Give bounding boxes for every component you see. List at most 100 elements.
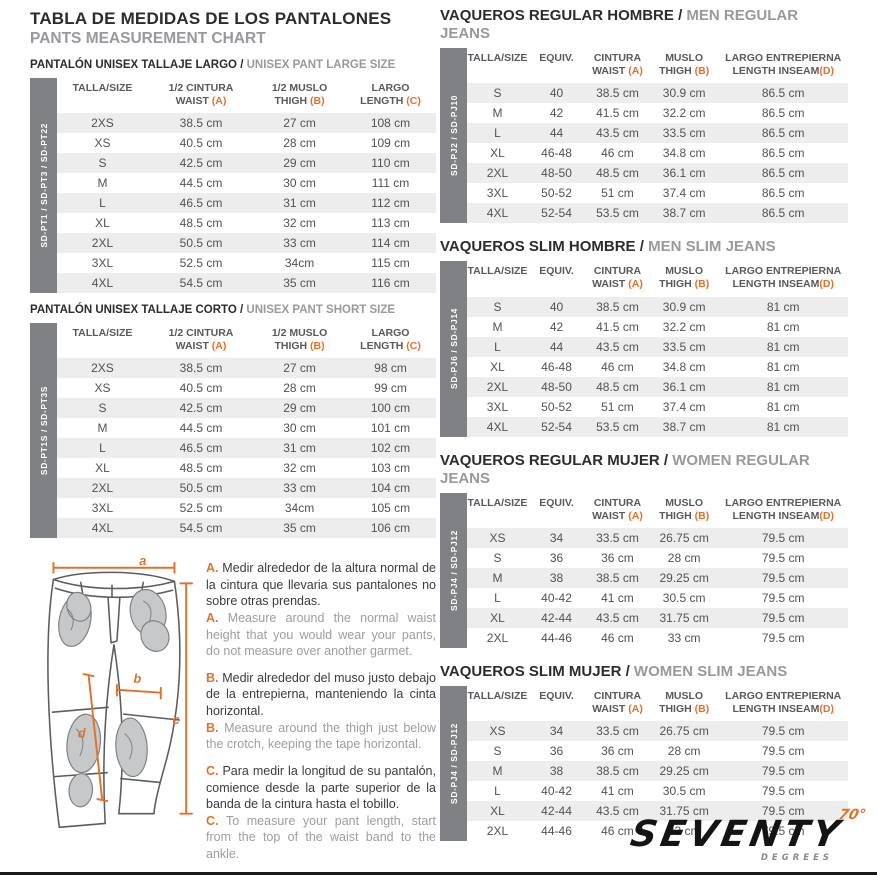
table-cell: 116 cm [371,276,410,291]
table-cell: 2XL [486,824,509,838]
table-cell: XS [489,530,506,545]
column-measure-letter: (C) [406,339,421,352]
column-measure-letter: (A) [628,509,643,522]
table-cell: 48-50 [541,166,572,181]
table-cell: 38.5 cm [596,570,639,585]
column-header: MUSLO THIGH (B) [650,265,719,291]
table-cell: 81 cm [766,379,800,394]
table-row: XL 48.5 cm 32 cm 113 cm [57,213,436,233]
table-cell: 2XL [91,236,114,251]
table-cell: 102 cm [370,441,411,456]
table-heading-primary: VAQUEROS REGULAR HOMBRE / [440,7,687,24]
table-cell: 86.5 cm [761,86,805,101]
jeans-column: VAQUEROS REGULAR HOMBRE / MEN REGULAR JE… [440,7,848,841]
table-row: XL 42-44 43.5 cm 31.75 cm 79.5 cm [467,801,848,821]
table-cell: 33 cm [283,481,316,496]
table-cell: 36 [549,550,564,565]
table-heading-primary: PANTALÓN UNISEX TALLAJE CORTO / [30,304,247,317]
table-row: 2XL 50.5 cm 33 cm 104 cm [57,478,436,499]
table-row: 2XL 50.5 cm 33 cm 114 cm [57,233,436,254]
table-cell: 51 cm [601,399,634,414]
unisex-size-tables: PANTALÓN UNISEX TALLAJE LARGO / UNISEX P… [30,59,436,539]
table-row: S 36 36 cm 28 cm 79.5 cm [467,741,848,761]
table-heading: VAQUEROS REGULAR MUJER / WOMEN REGULAR J… [440,452,848,488]
table-cell: L [494,126,501,141]
column-header-line2: LENGTH INSEAM(D) [732,509,834,522]
column-measure-letter: (B) [694,278,710,291]
table-row: 3XL 52.5 cm 34cm 115 cm [57,253,436,273]
column-header: TALLA/SIZE [57,82,148,95]
column-header-line2: LENGTH (C) [360,94,421,107]
table-cell: 46-48 [541,146,572,161]
measure-lines [52,561,193,815]
size-table: SD-PJ4 / SD-PJ12 TALLA/SIZE EQUIV. CINTURA W… [440,492,848,648]
table-cell: 43.5 cm [596,126,639,141]
column-header-line1: CINTURA [593,265,642,278]
table-body: TALLA/SIZE 1/2 CINTURA WAIST (A) 1/2 MUSLO T… [57,323,436,539]
size-table: SD-PT1 / SD-PT3 / SD-PT22 TALLA/SIZE 1/2 C… [30,77,436,294]
table-cell: 44 [549,339,564,354]
side-label-text: SD-PT1S / SD-PT3S [38,385,49,475]
table-cell: 41 cm [601,784,634,798]
table-cell: 27 cm [283,116,316,131]
table-cell: 29.25 cm [659,764,709,778]
table-cell: 28 cm [283,136,316,151]
column-header: TALLA/SIZE [467,52,528,65]
table-cell: 79.5 cm [761,804,805,818]
column-header: LARGO ENTREPIERNA LENGTH INSEAM(D) [718,265,848,291]
table-heading: PANTALÓN UNISEX TALLAJE CORTO / UNISEX P… [30,304,436,318]
column-measure-letter: (A) [628,278,643,291]
table-cell: 79.5 cm [761,630,805,645]
measurement-note-es: C. Para medir la longitud de su pantalón… [206,763,436,812]
table-cell: 38.5 cm [596,86,639,101]
table-cell: 81 cm [766,319,800,334]
table-cell: 81 cm [766,359,800,374]
table-cell: XL [95,461,110,476]
column-measure-letter: (D) [819,702,834,715]
table-cell: XL [490,610,505,625]
table-body: TALLA/SIZE EQUIV. CINTURA WAIST (A) MUSLO THI… [467,686,848,841]
column-header: LARGO LENGTH (C) [345,82,436,108]
table-cell: 110 cm [371,156,410,171]
column-header: MUSLO THIGH (B) [650,52,719,78]
note-letter: B. [206,720,225,735]
table-cell: 38.5 cm [596,299,639,314]
table-heading: PANTALÓN UNISEX TALLAJE LARGO / UNISEX P… [30,59,436,73]
table-side-label: SD-PJ4 / SD-PJ12 [440,492,467,648]
table-cell: S [493,550,502,565]
side-label-text: SD-PJ6 / SD-PJ14 [448,308,459,390]
table-cell: 48.5 cm [179,216,223,231]
table-side-label: SD-PT1S / SD-PT3S [30,322,57,539]
table-cell: 48.5 cm [179,461,223,476]
column-header-line1: CINTURA [593,496,642,509]
jeans-size-tables: VAQUEROS REGULAR HOMBRE / MEN REGULAR JE… [440,7,848,841]
column-header: CINTURA WAIST (A) [585,690,650,716]
table-cell: 4XL [91,276,114,291]
column-measure-letter: (A) [211,339,227,352]
table-cell: 40 [549,86,564,101]
table-cell: 2XS [91,361,114,376]
table-cell: 52.5 cm [179,501,223,516]
measure-label-b: b [133,672,141,686]
column-measure-letter: (A) [628,65,643,78]
table-body: TALLA/SIZE EQUIV. CINTURA WAIST (A) MUSLO THI… [467,48,848,224]
column-header: LARGO ENTREPIERNA LENGTH INSEAM(D) [718,690,848,716]
table-cell: S [98,156,107,171]
table-cell: 79.5 cm [761,784,805,798]
table-cell: 38.5 cm [596,764,639,778]
table-row: XS 34 33.5 cm 26.75 cm 79.5 cm [467,721,848,741]
table-heading-secondary: WOMEN REGULAR JEANS [440,451,810,487]
table-cell: 42-44 [541,610,572,625]
table-cell: 28 cm [283,381,316,396]
table-row: L 40-42 41 cm 30.5 cm 79.5 cm [467,588,848,608]
table-cell: 51 cm [601,186,634,201]
column-header-line1: 1/2 MUSLO [271,81,328,94]
column-header-line2: THIGH (B) [659,278,710,291]
measurement-note-en: B. Measure around the thigh just below t… [206,720,436,752]
table-row: XS 40.5 cm 28 cm 109 cm [57,133,436,153]
table-cell: 40-42 [541,784,572,798]
table-cell: 38.5 cm [179,361,223,376]
column-header-line2: THIGH (B) [659,702,710,715]
table-side-label: SD-PJ4 / SD-PJ12 [440,685,467,841]
column-header-line2: LENGTH INSEAM(D) [732,702,834,715]
